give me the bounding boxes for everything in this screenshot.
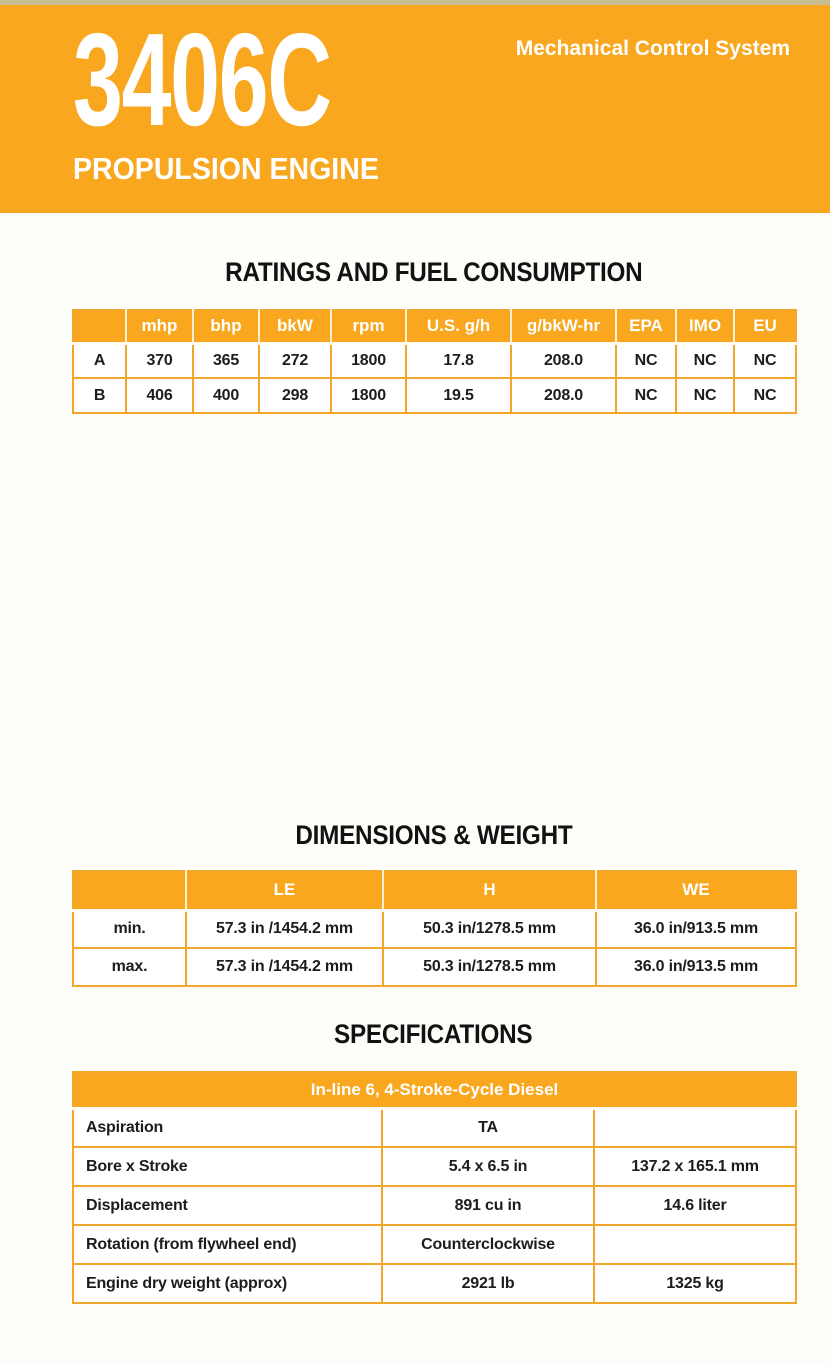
data-cell: 406 [125,377,194,414]
page-top-strip [0,0,830,5]
specifications-title-text: SPECIFICATIONS [334,1019,533,1049]
empty-corner-header [73,871,186,912]
data-cell: 36.0 in/913.5 mm [595,947,797,987]
specifications-section-title: SPECIFICATIONS [72,1019,795,1050]
header-row: LE H WE [73,871,796,912]
column-header: mhp [125,310,193,345]
data-cell: 208.0 [510,342,617,379]
ratings-table-head: mhp bhp bkW rpm U.S. g/h g/bkW-hr EPA IMO EU [73,310,796,345]
table-row: B 406 400 298 1800 19.5 208.0 NC NC NC [72,377,797,414]
engine-type-header: In-line 6, 4-Stroke-Cycle Diesel [73,1072,797,1110]
data-cell: 365 [192,342,260,379]
table-row: max. 57.3 in /1454.2 mm 50.3 in/1278.5 mm 3… [72,947,797,987]
data-cell: 298 [258,377,332,414]
data-cell: 891 cu in [381,1185,595,1226]
table-row: Bore x Stroke 5.4 x 6.5 in 137.2 x 165.1 m… [72,1146,798,1187]
table-row: Aspiration TA [72,1107,798,1148]
data-cell: NC [615,377,677,414]
data-cell: 2921 lb [381,1263,595,1304]
data-cell: 14.6 liter [592,1185,798,1226]
row-label: A [72,342,127,379]
data-cell: Counterclockwise [381,1224,595,1265]
row-label: B [72,377,127,414]
data-cell: 5.4 x 6.5 in [381,1146,595,1187]
row-label: Rotation (from flywheel end) [72,1224,383,1265]
column-header: IMO [675,310,734,345]
column-header: g/bkW-hr [510,310,616,345]
ratings-table: mhp bhp bkW rpm U.S. g/h g/bkW-hr EPA IMO EU A 37… [72,309,797,414]
data-cell: 370 [125,342,194,379]
data-cell: 1800 [330,342,407,379]
table-row: Rotation (from flywheel end) Counterclock… [72,1224,798,1265]
data-cell: 36.0 in/913.5 mm [595,909,797,949]
row-label: min. [72,909,187,949]
product-line-label: PROPULSION ENGINE [73,151,379,186]
header-banner: 3406C Mechanical Control System PROPULSI… [0,5,830,213]
column-header: EPA [615,310,676,345]
empty-corner-header [73,310,126,345]
data-cell: 17.8 [405,342,512,379]
data-cell: 57.3 in /1454.2 mm [185,909,384,949]
data-cell: 400 [192,377,260,414]
data-cell: 19.5 [405,377,512,414]
data-cell: 50.3 in/1278.5 mm [382,947,597,987]
row-label: max. [72,947,187,987]
column-header: H [382,871,596,912]
column-header: U.S. g/h [405,310,511,345]
data-cell: NC [675,377,735,414]
control-system-label: Mechanical Control System [515,37,790,60]
column-header: rpm [330,310,406,345]
dimensions-section-title: DIMENSIONS & WEIGHT [72,820,795,851]
data-cell: 272 [258,342,332,379]
table-row: Displacement 891 cu in 14.6 liter [72,1185,798,1226]
data-cell: NC [615,342,677,379]
ratings-table-body: A 370 365 272 1800 17.8 208.0 NC NC NC B 406 400 298 1… [72,342,797,414]
row-label: Displacement [72,1185,383,1226]
data-cell: NC [675,342,735,379]
row-label: Engine dry weight (approx) [72,1263,383,1304]
ratings-title-text: RATINGS AND FUEL CONSUMPTION [224,257,643,287]
specifications-table-body: Aspiration TA Bore x Stroke 5.4 x 6.5 in 137… [72,1107,798,1304]
specifications-table: In-line 6, 4-Stroke-Cycle Diesel Aspirat… [72,1071,798,1304]
data-cell: 50.3 in/1278.5 mm [382,909,597,949]
dimensions-table-body: min. 57.3 in /1454.2 mm 50.3 in/1278.5 mm 3… [72,909,797,987]
ratings-section-title: RATINGS AND FUEL CONSUMPTION [72,257,795,288]
data-cell [592,1224,798,1265]
column-header: WE [595,871,796,912]
data-cell: TA [381,1107,595,1148]
column-header: LE [185,871,383,912]
header-row: mhp bhp bkW rpm U.S. g/h g/bkW-hr EPA IMO EU [73,310,796,345]
column-header: EU [733,310,796,345]
table-row: Engine dry weight (approx) 2921 lb 1325 kg [72,1263,798,1304]
table-row: min. 57.3 in /1454.2 mm 50.3 in/1278.5 mm 3… [72,909,797,949]
header-row: In-line 6, 4-Stroke-Cycle Diesel [73,1072,797,1110]
dimensions-title-text: DIMENSIONS & WEIGHT [294,820,573,850]
data-cell [592,1107,798,1148]
dimensions-table: LE H WE min. 57.3 in /1454.2 mm 50.3 in/1278… [72,870,797,987]
row-label: Bore x Stroke [72,1146,383,1187]
engine-model-title: 3406C [73,6,332,153]
column-header: bkW [258,310,331,345]
data-cell: 208.0 [510,377,617,414]
dimensions-table-head: LE H WE [73,871,796,912]
data-cell: NC [733,342,797,379]
specifications-table-head: In-line 6, 4-Stroke-Cycle Diesel [73,1072,797,1110]
data-cell: NC [733,377,797,414]
data-cell: 1800 [330,377,407,414]
data-cell: 137.2 x 165.1 mm [592,1146,798,1187]
row-label: Aspiration [72,1107,383,1148]
table-row: A 370 365 272 1800 17.8 208.0 NC NC NC [72,342,797,379]
data-cell: 1325 kg [592,1263,798,1304]
data-cell: 57.3 in /1454.2 mm [185,947,384,987]
column-header: bhp [192,310,259,345]
